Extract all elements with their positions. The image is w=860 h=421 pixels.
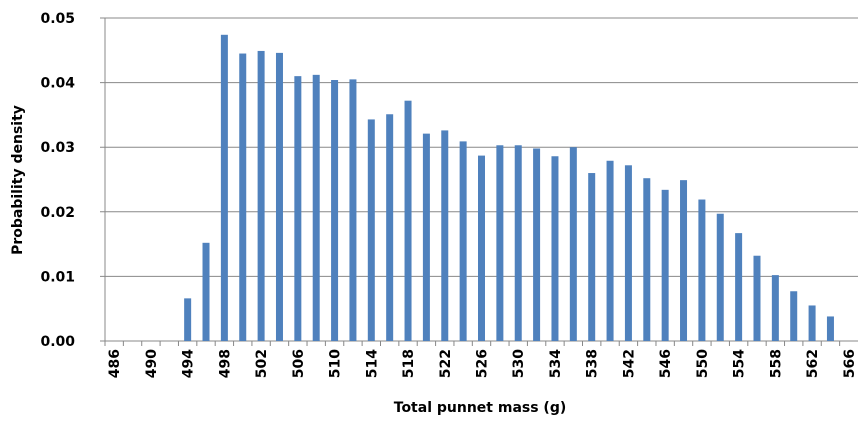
x-tick-label: 522 bbox=[438, 349, 454, 378]
bar bbox=[551, 156, 559, 341]
x-tick-label: 514 bbox=[364, 349, 380, 378]
bar bbox=[698, 199, 706, 341]
y-tick-label: 0.01 bbox=[40, 269, 75, 285]
bar bbox=[331, 80, 339, 342]
bar bbox=[202, 242, 210, 341]
bar bbox=[422, 133, 430, 341]
bar bbox=[294, 76, 302, 341]
bar bbox=[790, 291, 798, 341]
bar bbox=[643, 178, 651, 341]
x-tick-label: 538 bbox=[585, 349, 601, 378]
x-tick-label: 498 bbox=[217, 349, 233, 378]
bar bbox=[826, 316, 834, 341]
x-tick-label: 566 bbox=[842, 349, 858, 378]
bar bbox=[312, 74, 320, 342]
bar bbox=[569, 147, 577, 341]
bar bbox=[624, 165, 632, 341]
x-tick-label: 562 bbox=[805, 349, 821, 378]
x-tick-label: 494 bbox=[181, 349, 197, 378]
y-tick-label: 0.00 bbox=[40, 334, 75, 350]
bar bbox=[441, 130, 449, 341]
bar bbox=[735, 233, 743, 341]
bar bbox=[533, 148, 541, 341]
bar bbox=[349, 79, 357, 342]
bar bbox=[808, 305, 816, 341]
x-tick-label: 546 bbox=[658, 349, 674, 378]
y-tick-label: 0.04 bbox=[40, 76, 75, 92]
bar bbox=[459, 141, 467, 341]
x-tick-label: 554 bbox=[732, 349, 748, 378]
x-tick-label: 490 bbox=[144, 349, 160, 378]
y-tick-label: 0.03 bbox=[40, 140, 75, 156]
bar bbox=[753, 255, 761, 341]
bar bbox=[275, 52, 283, 341]
bar bbox=[771, 275, 779, 341]
bar bbox=[514, 145, 522, 341]
x-tick-label: 534 bbox=[548, 349, 564, 378]
bar bbox=[661, 189, 669, 341]
bar bbox=[606, 160, 614, 341]
bar bbox=[257, 50, 265, 342]
x-tick-label: 550 bbox=[695, 349, 711, 378]
x-tick-label: 486 bbox=[107, 349, 123, 378]
x-tick-label: 526 bbox=[475, 349, 491, 378]
bar bbox=[386, 114, 394, 341]
bar bbox=[478, 155, 485, 341]
x-tick-label: 530 bbox=[511, 349, 527, 378]
x-tick-label: 542 bbox=[621, 349, 637, 378]
bar bbox=[220, 34, 228, 342]
x-tick-label: 502 bbox=[254, 349, 270, 378]
y-axis-title: Probability density bbox=[10, 105, 26, 255]
bar bbox=[184, 298, 192, 341]
y-tick-label: 0.02 bbox=[40, 205, 75, 221]
bar bbox=[239, 53, 247, 341]
x-tick-label: 510 bbox=[328, 349, 344, 378]
x-axis-title: Total punnet mass (g) bbox=[394, 400, 567, 416]
bar bbox=[716, 213, 724, 341]
x-tick-label: 518 bbox=[401, 349, 417, 378]
bar bbox=[680, 180, 688, 341]
x-tick-label: 506 bbox=[291, 349, 307, 378]
x-tick-label: 558 bbox=[768, 349, 784, 378]
bar bbox=[496, 145, 504, 341]
bar bbox=[404, 100, 412, 341]
bar bbox=[588, 173, 596, 341]
bar bbox=[367, 119, 375, 341]
y-tick-label: 0.05 bbox=[40, 11, 75, 27]
